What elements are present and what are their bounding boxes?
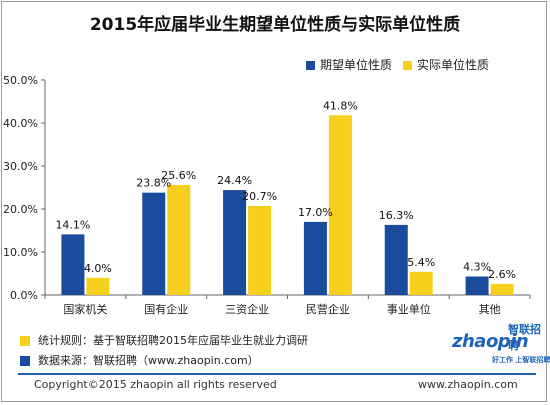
x-category-label: 三资企业 bbox=[225, 302, 269, 316]
methodology-marker bbox=[20, 336, 30, 346]
y-tick-label: 0.0% bbox=[10, 289, 38, 302]
bar-expected bbox=[303, 221, 327, 295]
data-label-expected: 23.8% bbox=[136, 177, 171, 190]
bar-expected bbox=[142, 192, 166, 295]
x-category-label: 其他 bbox=[479, 303, 501, 316]
y-tick-label: 50.0% bbox=[3, 74, 38, 87]
bar-actual bbox=[167, 184, 191, 295]
data-label-expected: 16.3% bbox=[379, 209, 414, 222]
y-tick-label: 20.0% bbox=[3, 203, 38, 216]
x-category-label: 国家机关 bbox=[63, 302, 107, 316]
logo-slogan: 好工作 上智联招聘 bbox=[492, 356, 550, 364]
footer-divider bbox=[18, 373, 536, 375]
data-label-actual: 2.6% bbox=[488, 268, 516, 281]
y-tick-label: 30.0% bbox=[3, 160, 38, 173]
bar-chart: 0.0% 10.0% 20.0% 30.0% 40.0% 50.0% 国家机关 国有企业 三资… bbox=[3, 74, 531, 316]
data-label-expected: 4.3% bbox=[463, 261, 491, 274]
legend-label-expected: 期望单位性质 bbox=[320, 58, 393, 72]
x-category-label: 事业单位 bbox=[387, 302, 431, 316]
data-label-actual: 5.4% bbox=[407, 256, 435, 269]
x-category-label: 国有企业 bbox=[144, 302, 188, 316]
legend-item-actual: 实际单位性质 bbox=[403, 56, 489, 73]
bar-actual bbox=[490, 283, 514, 295]
source-text: 数据来源：智联招聘（www.zhaopin.com） bbox=[38, 354, 259, 367]
data-label-actual: 41.8% bbox=[323, 99, 358, 112]
bar-expected bbox=[384, 224, 408, 295]
bar-expected bbox=[223, 190, 247, 295]
footer-copyright: Copyright©2015 zhaopin all rights reserv… bbox=[34, 378, 277, 391]
zhaopin-logo: zhaopin 智联招聘 好工作 上智联招聘 bbox=[452, 323, 550, 371]
footer-website: www.zhaopin.com bbox=[418, 378, 518, 391]
legend-item-expected: 期望单位性质 bbox=[306, 56, 392, 73]
bar-expected bbox=[61, 234, 85, 295]
data-label-actual: 20.7% bbox=[242, 190, 277, 203]
source-marker bbox=[20, 356, 30, 366]
data-label-expected: 24.4% bbox=[217, 174, 252, 187]
bar-expected bbox=[465, 276, 489, 295]
bar-actual bbox=[409, 271, 433, 295]
y-tick-label: 10.0% bbox=[3, 246, 38, 259]
logo-wordmark: zhaopin bbox=[452, 331, 529, 352]
methodology-note: 统计规则：基于智联招聘2015年应届毕业生就业力调研 bbox=[20, 332, 308, 348]
legend-swatch-actual bbox=[403, 61, 412, 70]
data-label-actual: 4.0% bbox=[84, 262, 112, 275]
logo-chinese: 智联招聘 bbox=[508, 323, 541, 352]
bar-actual bbox=[328, 115, 352, 295]
x-category-label: 民营企业 bbox=[306, 302, 350, 316]
bar-actual bbox=[248, 205, 272, 295]
chart-title: 2015年应届毕业生期望单位性质与实际单位性质 bbox=[89, 15, 461, 35]
source-note: 数据来源：智联招聘（www.zhaopin.com） bbox=[20, 352, 259, 368]
data-label-expected: 17.0% bbox=[298, 206, 333, 219]
y-tick-label: 40.0% bbox=[3, 117, 38, 130]
legend-swatch-expected bbox=[306, 61, 315, 70]
bar-actual bbox=[86, 277, 110, 295]
legend-label-actual: 实际单位性质 bbox=[417, 58, 490, 72]
methodology-text: 统计规则：基于智联招聘2015年应届毕业生就业力调研 bbox=[38, 334, 308, 347]
data-label-expected: 14.1% bbox=[55, 218, 90, 231]
data-label-actual: 25.6% bbox=[161, 169, 196, 182]
